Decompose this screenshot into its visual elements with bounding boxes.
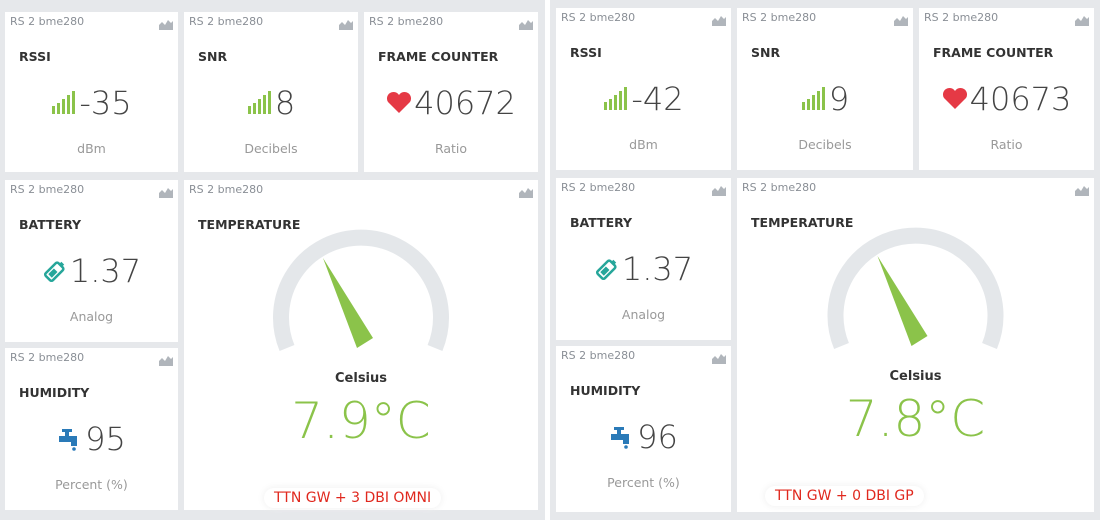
widget-source: RS 2 bme280 (561, 181, 636, 194)
widget: RS 2 bme280 HUMIDITY 96 Percent (%) (556, 346, 731, 512)
widget: RS 2 bme280 SNR 9 Decibels (737, 8, 913, 170)
widget: RS 2 bme280 BATTERY 1.37 Analog (556, 178, 731, 340)
chart-icon (339, 15, 353, 34)
widget-unit: dBm (629, 137, 658, 152)
value-text: 1.37 (69, 252, 142, 290)
widget-source: RS 2 bme280 (561, 11, 636, 24)
widget-source: RS 2 bme280 (189, 15, 264, 28)
widget: RS 2 bme280 TEMPERATURE Celsius 7.8°C TTN GW… (737, 178, 1094, 512)
widget: RS 2 bme280 BATTERY 1.37 Analog (5, 180, 178, 342)
value-text: 95 (85, 420, 126, 458)
widget-source: RS 2 bme280 (10, 351, 85, 364)
value-text: 1.37 (621, 250, 694, 288)
tap-icon (59, 429, 78, 451)
widget-value: -42 (556, 80, 731, 118)
widget-source: RS 2 bme280 (189, 183, 264, 196)
widget-title: FRAME COUNTER (378, 49, 499, 64)
value-text: 8 (274, 84, 296, 122)
caption: TTN GW + 3 DBI OMNI (264, 488, 442, 508)
chart-icon (712, 181, 726, 200)
widget-value: 40673 (919, 80, 1094, 118)
widget: RS 2 bme280 RSSI -42 dBm (556, 8, 731, 170)
widget-unit: Ratio (990, 137, 1023, 152)
widget-title: BATTERY (19, 217, 82, 232)
widget-title: SNR (751, 45, 781, 60)
chart-icon (712, 349, 726, 368)
widget-value: 95 (5, 420, 178, 458)
gauge-unit: Celsius (335, 371, 387, 386)
widget-unit: Ratio (434, 141, 468, 156)
widget-value: 9 (737, 80, 913, 118)
widget: RS 2 bme280 RSSI -35 dBm (5, 12, 178, 172)
widget-source: RS 2 bme280 (924, 11, 999, 24)
widget-unit: Decibels (798, 137, 852, 152)
widget-title: TEMPERATURE (751, 215, 854, 230)
widget-unit: dBm (77, 141, 106, 156)
widget-source: RS 2 bme280 (561, 349, 636, 362)
chart-icon (1075, 181, 1089, 200)
heart-icon (387, 91, 412, 113)
widget-unit: Percent (%) (607, 475, 680, 490)
chart-icon (159, 15, 173, 34)
chart-icon (894, 11, 908, 30)
widget-source: RS 2 bme280 (10, 183, 85, 196)
signal-icon (604, 87, 628, 110)
widget-unit: Analog (69, 309, 114, 324)
value-text: 40672 (414, 84, 516, 122)
tap-icon (611, 427, 630, 449)
widget-title: TEMPERATURE (198, 217, 301, 232)
widget: RS 2 bme280 HUMIDITY 95 Percent (%) (5, 348, 178, 510)
widget-title: HUMIDITY (570, 383, 641, 398)
widget: RS 2 bme280 FRAME COUNTER 40673 Ratio (919, 8, 1094, 170)
widget-title: RSSI (19, 49, 51, 64)
battery-icon (43, 261, 65, 283)
gauge-unit: Celsius (889, 369, 942, 384)
widget-unit: Decibels (244, 141, 298, 156)
widget-value: 8 (184, 84, 358, 122)
widget-source: RS 2 bme280 (742, 11, 817, 24)
chart-icon (712, 11, 726, 30)
value-text: 9 (828, 80, 850, 118)
signal-icon (52, 91, 76, 114)
widget-value: 1.37 (5, 252, 178, 290)
widget-value: -35 (5, 84, 178, 122)
gauge-value: 7.9°C (291, 392, 431, 450)
widget-source: RS 2 bme280 (10, 15, 85, 28)
chart-icon (159, 183, 173, 202)
widget-value: 40672 (364, 84, 538, 122)
value-text: 40673 (969, 80, 1072, 118)
widget-title: FRAME COUNTER (933, 45, 1054, 60)
widget-source: RS 2 bme280 (369, 15, 444, 28)
widget-title: BATTERY (570, 215, 633, 230)
widget-unit: Percent (%) (55, 477, 128, 492)
widget-title: RSSI (570, 45, 602, 60)
chart-icon (519, 183, 533, 202)
widget-title: HUMIDITY (19, 385, 90, 400)
chart-icon (1075, 11, 1089, 30)
chart-icon (519, 15, 533, 34)
chart-icon (159, 351, 173, 370)
widget: RS 2 bme280 FRAME COUNTER 40672 Ratio (364, 12, 538, 172)
heart-icon (942, 87, 967, 109)
value-text: -42 (631, 80, 684, 118)
widget: RS 2 bme280 TEMPERATURE Celsius 7.9°C TTN GW… (184, 180, 538, 510)
value-text: 96 (637, 418, 678, 456)
gauge-value: 7.8°C (845, 390, 986, 448)
widget-value: 96 (556, 418, 731, 456)
widget-title: SNR (198, 49, 228, 64)
widget-value: 1.37 (556, 250, 731, 288)
widget: RS 2 bme280 SNR 8 Decibels (184, 12, 358, 172)
signal-icon (801, 87, 825, 110)
caption: TTN GW + 0 DBI GP (765, 486, 924, 506)
signal-icon (247, 91, 271, 114)
widget-source: RS 2 bme280 (742, 181, 817, 194)
value-text: -35 (79, 84, 132, 122)
battery-icon (595, 259, 617, 281)
widget-unit: Analog (621, 307, 666, 322)
